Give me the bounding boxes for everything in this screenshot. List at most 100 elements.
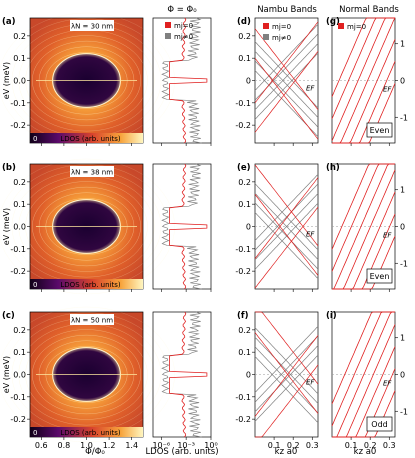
- nambu-band-mjn0: [254, 346, 319, 414]
- xtick-label: 10⁻⁶: [152, 441, 170, 450]
- nambu-band-mj0: [254, 177, 319, 259]
- parity-label: Even: [370, 126, 390, 135]
- xlabel-map: Φ/Φ₀: [85, 447, 105, 457]
- lambda-box: [70, 166, 114, 177]
- xtick-label: 0.3: [306, 441, 319, 450]
- nambu-band-mjn0: [254, 183, 319, 251]
- map-fringe: [0, 306, 175, 443]
- ef-label: EF: [383, 232, 392, 240]
- colorbar: [30, 133, 143, 143]
- ytick-label: 0.1: [238, 200, 251, 209]
- ytick-label: 0.0: [13, 223, 26, 232]
- nambu-band-mjn0: [254, 354, 319, 422]
- map-fringe: [0, 12, 175, 149]
- row-2: 0 LDOS (arb. units)λN = 38 nm(b)eV (meV)0…: [0, 158, 408, 295]
- ytick-label: 0.1: [13, 54, 26, 63]
- ef-label: EF: [383, 380, 392, 388]
- colorbar-label: LDOS (arb. units): [60, 429, 120, 437]
- normal-band: [332, 17, 396, 144]
- normal-band: [331, 17, 395, 119]
- nambu-band-mjn0: [254, 336, 319, 404]
- normal-band: [332, 235, 396, 290]
- header-col4: Normal Bands: [339, 5, 399, 15]
- xtick-label: 1.0: [80, 441, 93, 450]
- panel-label-nambu: (d): [237, 17, 251, 27]
- ytick-label: -0.1: [10, 245, 26, 254]
- nambu-band-mj0: [254, 206, 319, 289]
- legend-swatch-mjn0: [165, 33, 171, 39]
- ef-label: EF: [306, 379, 315, 387]
- xtick-label: 0.1: [345, 441, 358, 450]
- ytick-label: -1: [400, 407, 408, 416]
- lambda-label: λN = 50 nm: [71, 317, 113, 325]
- map-fringe: [25, 181, 148, 272]
- xtick-label: 0.6: [35, 441, 48, 450]
- ytick-label: 0: [400, 77, 405, 86]
- normal-band: [331, 17, 395, 141]
- colorbar-min: 0: [33, 281, 37, 289]
- ytick-label: 0: [246, 77, 251, 86]
- nambu-band-mjn0: [254, 51, 319, 118]
- panel-label-map: (b): [2, 163, 16, 173]
- nambu-band-mjn0: [254, 326, 319, 393]
- nambu-band-mjn0: [254, 212, 319, 279]
- ef-label: EF: [383, 86, 392, 94]
- xtick-label: 0.2: [364, 441, 377, 450]
- ytick-label: 0: [400, 223, 405, 232]
- lambda-label: λN = 30 nm: [71, 23, 113, 31]
- ytick-label: -0.1: [10, 99, 26, 108]
- ytick-label: 0: [400, 371, 405, 380]
- ytick-label: 0.0: [13, 371, 26, 380]
- colorbar-min: 0: [33, 429, 37, 437]
- ytick-label: -0.2: [235, 267, 251, 276]
- nambu-band-mj0: [254, 57, 319, 140]
- ldos-curve-mj0: [169, 163, 208, 290]
- ylabel: eV (meV): [2, 62, 11, 99]
- parity-label: Even: [370, 272, 390, 281]
- ytick-label: 0.0: [13, 77, 26, 86]
- ylabel: eV (meV): [2, 208, 11, 245]
- ef-label: EF: [306, 85, 315, 93]
- legend-normal-mj0: mj=0: [347, 23, 366, 31]
- nambu-band-mjn0: [254, 327, 319, 395]
- ytick-label: 0: [246, 223, 251, 232]
- nambu-band-mjn0: [254, 41, 319, 109]
- nambu-band-mj0: [254, 21, 319, 104]
- normal-band: [332, 311, 395, 438]
- legend-swatch-mj0: [263, 23, 269, 29]
- normal-band: [331, 163, 395, 272]
- xlabel-k-nambu: kz a0: [275, 447, 298, 457]
- nambu-band-mjn0: [254, 202, 319, 270]
- ytick-label: 0.2: [238, 326, 251, 335]
- xtick-label: 1.4: [125, 441, 138, 450]
- ytick-label: 0.2: [13, 32, 26, 41]
- colorbar-min: 0: [33, 135, 37, 143]
- map-fringe: [32, 40, 141, 121]
- normal-band: [332, 390, 396, 438]
- legend-swatch-mjn0: [263, 34, 269, 40]
- legend-mj0: mj=0: [174, 22, 193, 30]
- row-1: 0 LDOS (arb. units)λN = 30 nm(a)eV (meV)0…: [0, 12, 408, 149]
- nambu-band-mjn0: [254, 335, 319, 403]
- ytick-label: -1: [400, 113, 408, 122]
- ldos-curve-mj0: [169, 311, 208, 438]
- ldos-curve-mj0: [169, 17, 208, 144]
- ef-label: EF: [306, 231, 315, 239]
- xlabel-k-normal: kz a0: [354, 447, 377, 457]
- map-fringe: [32, 334, 141, 415]
- xtick-label: 1.2: [103, 441, 116, 450]
- nambu-band-mj0: [254, 164, 319, 247]
- ytick-label: -1: [400, 259, 408, 268]
- ytick-label: 0.2: [13, 326, 26, 335]
- nambu-band-mjn0: [254, 52, 319, 120]
- legend-nambu-mjn0: mj≠0: [272, 34, 291, 42]
- ldos-frame: [152, 311, 212, 438]
- row-3: 0 LDOS (arb. units)λN = 50 nm(c)eV (meV)0…: [0, 306, 408, 450]
- panel-label-map: (c): [2, 311, 15, 321]
- map-fringe: [32, 186, 141, 267]
- ytick-label: 1: [400, 186, 405, 195]
- ytick-label: -0.2: [10, 415, 26, 424]
- ytick-label: -0.2: [235, 121, 251, 130]
- lambda-box: [70, 314, 114, 325]
